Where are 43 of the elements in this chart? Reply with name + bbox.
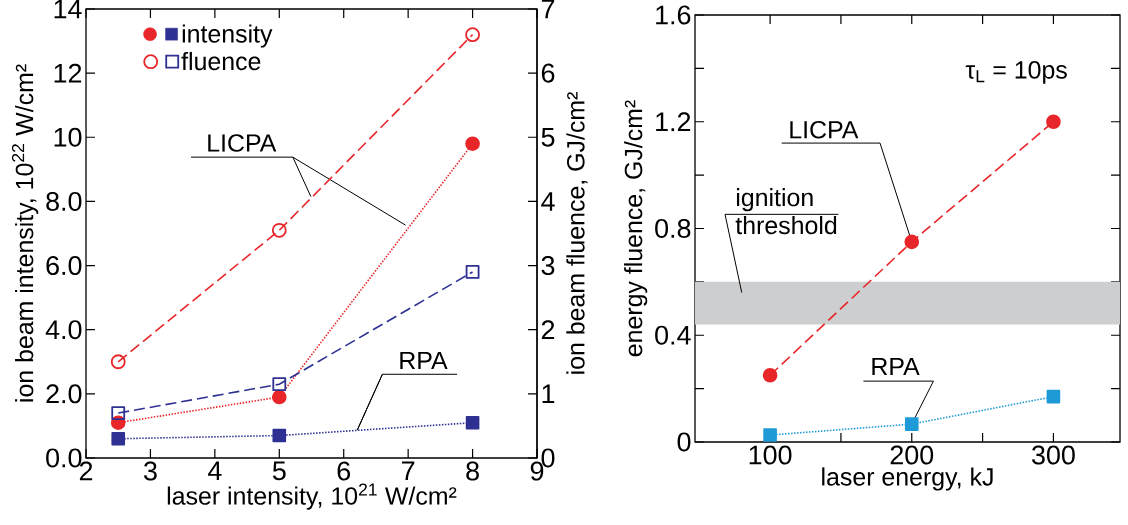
y-tick-label: 12 (54, 63, 82, 83)
y-tick-label: 10 (54, 127, 82, 147)
x-tick-label: 100 (749, 445, 792, 465)
y2-tick-label: 4 (541, 192, 555, 211)
x-tick-label: 6 (337, 461, 351, 481)
y-tick-label: 0.4 (655, 325, 691, 345)
x-tick-label: 8 (466, 461, 479, 481)
y-axis-title: ion beam intensity, 10$^{22}$ W/cm² (11, 64, 39, 402)
x-tick-label: 4 (208, 461, 222, 481)
y-tick-label: 2.0 (46, 384, 82, 404)
annotation: LICPA (208, 134, 277, 152)
band-label: ignition threshold (735, 188, 837, 235)
annotation: RPA (872, 357, 920, 376)
x-tick-label: 5 (272, 461, 286, 481)
x-tick-label: 2 (79, 461, 93, 481)
y-tick-label: 6.0 (46, 256, 82, 276)
y-tick-label: 1.6 (656, 5, 691, 25)
y-tick-label: 14 (54, 0, 82, 19)
legend-label: fluence (181, 51, 261, 71)
x-tick-label: 200 (890, 445, 934, 465)
annotation: LICPA (790, 120, 859, 139)
y-tick-label: 8.0 (46, 191, 82, 211)
y2-tick-label: 2 (541, 320, 555, 340)
y-tick-label: 0.0 (46, 448, 82, 468)
y-tick-label: 0.8 (655, 218, 691, 239)
y2-tick-label: 1 (542, 384, 555, 404)
legend-label: intensity (182, 24, 273, 48)
y2-axis-title: ion beam fluence, GJ/cm² (566, 92, 588, 374)
annotation: τ$_{L}$ = 10ps (965, 61, 1067, 84)
x-axis-title: laser energy, kJ (822, 467, 993, 491)
y2-tick-label: 6 (541, 63, 555, 83)
y-tick-label: 1.2 (656, 112, 691, 132)
x-tick-label: 3 (143, 461, 157, 481)
y-tick-label: 4.0 (45, 320, 82, 340)
y2-tick-label: 3 (541, 256, 555, 276)
annotation: RPA (400, 351, 448, 370)
x-tick-label: 300 (1032, 445, 1075, 465)
x-axis-title: laser intensity, 10$^{21}$ W/cm² (167, 483, 457, 510)
y2-tick-label: 7 (541, 0, 555, 19)
x-tick-label: 7 (402, 461, 415, 481)
y-axis-title: energy fluence, GJ/cm² (624, 100, 648, 357)
y2-tick-label: 5 (541, 127, 555, 147)
y-tick-label: 0 (677, 432, 691, 452)
